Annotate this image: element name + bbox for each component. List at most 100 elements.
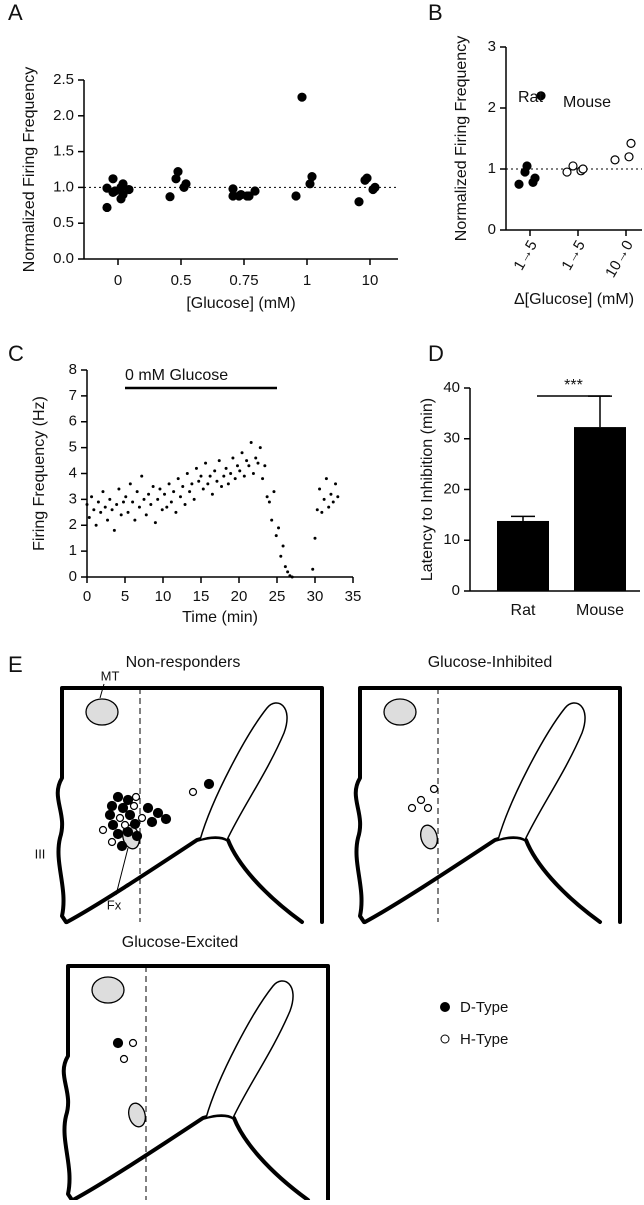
x-axis-label: [Glucose] (mM) [186,295,295,312]
y-tick-label: 2 [488,99,496,116]
optic-tract [198,702,288,842]
data-point [291,191,301,201]
data-point [215,479,219,483]
data-point [334,482,338,486]
data-point [213,469,217,473]
optic-tract [204,980,294,1120]
data-point [117,487,121,491]
y-tick-label: 1.5 [53,143,74,160]
data-point [165,505,169,509]
data-point [514,179,524,189]
data-point [119,513,123,517]
data-point [329,492,333,496]
data-point [238,469,242,473]
x-tick-label: 0 [114,272,122,289]
pointer [115,847,129,896]
data-point [231,456,235,460]
data-point [126,510,130,514]
data-point [158,487,162,491]
neuron-location [98,825,108,835]
neuron-location [116,840,128,852]
data-point [245,459,249,463]
x-tick-label: 10 [155,588,172,605]
neuron-location [112,828,124,840]
y-tick-label: 1.0 [53,178,74,195]
data-point [274,534,278,538]
y-tick-label: 0.5 [53,214,74,231]
data-point [176,477,180,481]
data-point [121,500,125,504]
y-tick-label: 1 [69,542,77,559]
data-point [331,500,335,504]
data-point [362,173,372,183]
data-point [251,472,255,475]
data-point [133,518,137,522]
panel-letter: E [8,652,23,677]
y-axis-label: Normalized Firing Frequency [21,67,38,272]
data-point [354,197,364,207]
data-point [236,189,246,200]
y-tick-label: 10 [443,531,460,548]
y-axis-label: Latency to Inhibition (min) [419,398,436,581]
annotation: Rat [518,89,543,106]
legend-label: H-Type [460,1031,508,1048]
panel-title: Glucose-Inhibited [428,654,553,671]
neuron-location [104,809,116,821]
neuron-location [429,784,439,794]
y-tick-label: 7 [69,387,77,404]
data-point [522,161,532,171]
data-point [263,464,267,468]
data-point [261,477,265,481]
data-point [96,500,100,504]
x-tick-label: 30 [307,588,324,605]
data-point [144,513,148,517]
neuron-location [146,816,158,828]
data-point [258,446,262,450]
x-tick-label: 35 [345,588,362,605]
mammillothalamic-tract [91,976,125,1004]
y-tick-label: 0 [69,568,77,585]
mammillothalamic-tract [383,698,417,726]
y-tick-label: 40 [443,379,460,396]
data-point [313,536,317,540]
x-tick-label: 0.5 [171,272,192,289]
data-point [324,477,328,481]
data-point [110,508,114,512]
data-point [224,466,228,470]
data-point [265,495,269,499]
data-point [172,490,176,494]
legend-marker [440,1034,450,1044]
data-point [87,515,91,519]
data-point [102,183,112,193]
data-point [131,500,135,504]
data-point [226,482,230,486]
bar [574,427,626,591]
neuron-location [122,794,134,806]
data-point [106,518,110,522]
data-point [578,164,588,174]
x-tick-label: 1 [303,272,311,289]
data-point [277,526,281,530]
neuron-location [107,819,119,831]
data-point [115,503,119,507]
y-tick-label: 2.5 [53,71,74,88]
data-point [247,464,251,468]
data-point [568,161,578,171]
data-point [318,487,322,491]
x-tick-label: 1→5 [510,237,541,273]
region-label: III [35,846,46,861]
neuron-location [131,792,141,802]
data-point [530,173,540,183]
data-point [272,490,276,494]
data-point [151,484,155,488]
diagram-panel [61,964,330,1202]
y-tick-label: 0 [452,582,460,599]
neuron-location [115,813,125,823]
x-tick-label: 10 [362,272,379,289]
data-point [624,152,634,162]
fornix [128,1102,146,1128]
data-point [315,508,319,512]
data-point [199,474,203,478]
neuron-location [203,778,215,790]
neuron-location [119,1054,129,1064]
